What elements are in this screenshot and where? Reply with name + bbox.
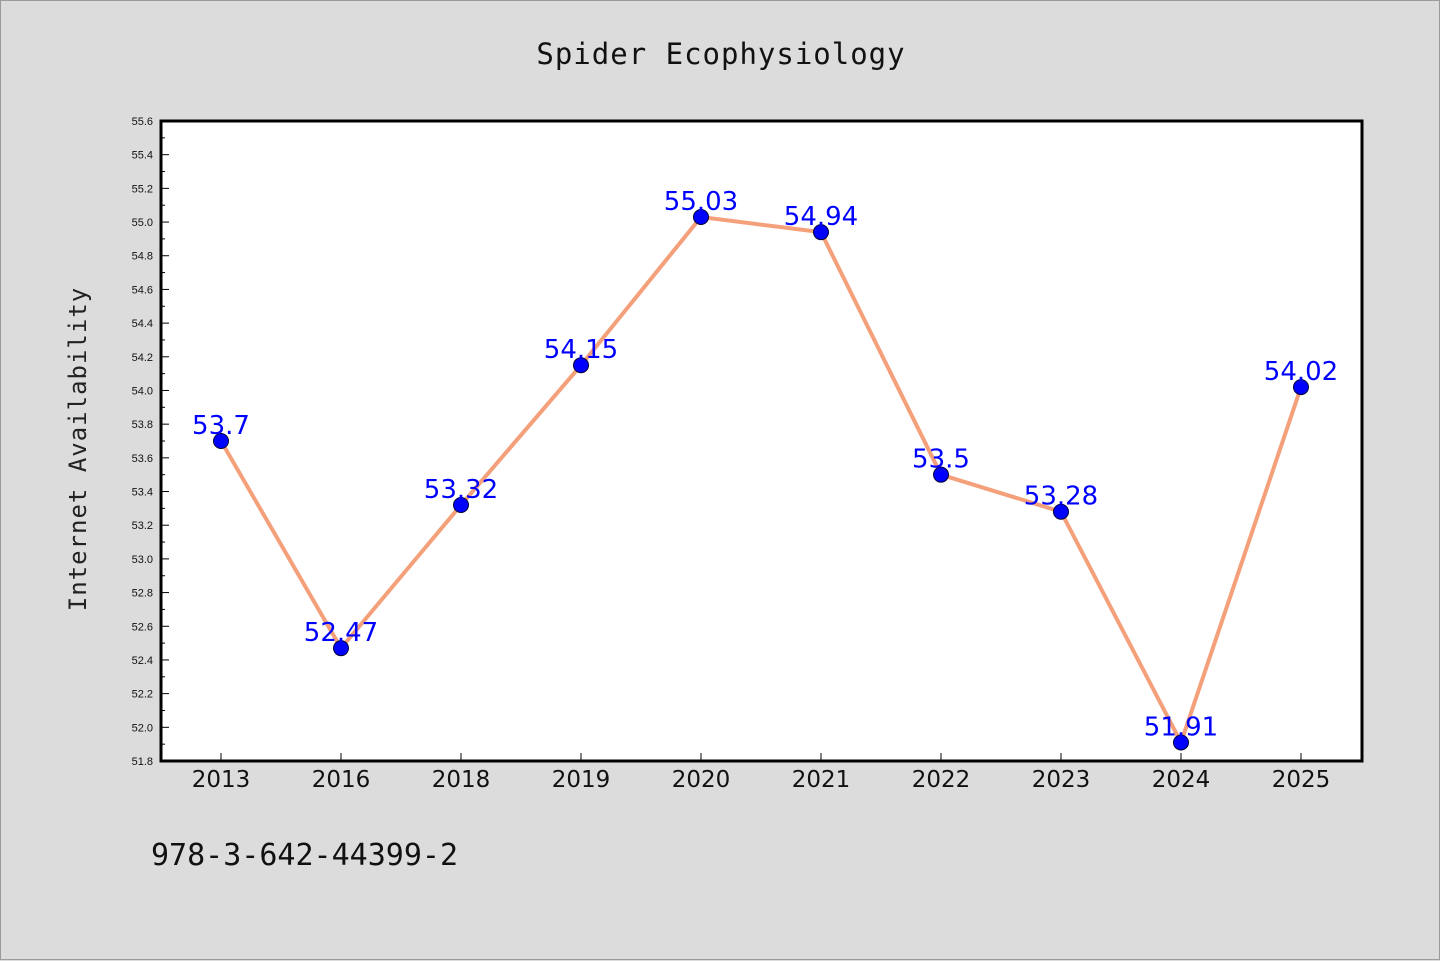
plot-area: [161, 121, 1362, 761]
y-tick-label: 55.4: [132, 150, 153, 162]
data-label: 55.03: [664, 187, 738, 217]
y-axis-label: Internet Availability: [64, 287, 92, 611]
x-tick-label: 2022: [912, 767, 971, 793]
data-label: 52.47: [304, 618, 378, 648]
x-axis-ticks: 2013 2016 2018 2019 2020 2021 2022 2023 2024 2025: [192, 753, 1331, 793]
data-point: [333, 640, 349, 657]
data-label: 54.02: [1264, 357, 1338, 387]
data-point: [1293, 379, 1309, 396]
data-label: 51.91: [1144, 712, 1218, 742]
x-tick-label: 2023: [1032, 767, 1091, 793]
y-tick-label: 53.6: [132, 453, 153, 465]
x-tick-label: 2016: [312, 767, 371, 793]
y-tick-label: 53.0: [132, 554, 153, 566]
data-point: [453, 497, 469, 513]
y-tick-label: 55.2: [132, 183, 153, 195]
data-labels: 53.7 52.47 53.32 54.15 55.03 54.94 53.5 53.28 51…: [192, 187, 1338, 742]
x-tick-label: 2021: [792, 767, 851, 793]
data-point: [693, 209, 709, 225]
data-point: [573, 357, 589, 374]
data-point: [1173, 734, 1189, 751]
plot-frame: [159, 119, 1364, 763]
data-label: 53.5: [912, 445, 970, 475]
data-point: [933, 466, 949, 483]
y-tick-label: 55.0: [132, 217, 153, 229]
footer-isbn: 978-3-642-44399-2: [151, 838, 458, 873]
data-point: [813, 224, 829, 241]
y-tick-label: 54.8: [132, 251, 153, 263]
x-tick-label: 2020: [672, 767, 731, 793]
data-point: [213, 433, 229, 449]
data-label: 53.28: [1024, 482, 1098, 512]
data-label: 54.15: [544, 335, 618, 365]
data-label: 53.32: [424, 475, 498, 505]
data-markers: [213, 209, 1309, 751]
y-tick-label: 53.4: [132, 487, 153, 499]
y-tick-label: 55.6: [132, 116, 153, 128]
data-label: 53.7: [192, 411, 250, 441]
y-tick-label: 52.4: [132, 655, 153, 667]
y-tick-label: 54.2: [132, 352, 153, 364]
y-tick-label: 52.6: [132, 621, 153, 633]
x-tick-label: 2024: [1152, 767, 1211, 793]
y-tick-label: 52.8: [132, 588, 153, 600]
y-tick-label: 53.8: [132, 419, 153, 431]
x-tick-label: 2025: [1272, 767, 1331, 793]
x-tick-label: 2018: [432, 767, 491, 793]
data-label: 54.94: [784, 202, 858, 232]
x-tick-label: 2019: [552, 767, 611, 793]
y-tick-label: 51.8: [132, 756, 153, 768]
y-axis-ticks: 51.8 52.0 52.2 52.4 52.6 52.8 53.0 53.2 53.4 53.6…: [132, 116, 169, 768]
y-tick-label: 54.0: [132, 385, 153, 397]
y-tick-label: 52.2: [132, 689, 153, 701]
y-tick-label: 52.0: [132, 722, 153, 734]
y-tick-label: 54.4: [132, 318, 153, 330]
chart-title: Spider Ecophysiology: [536, 37, 905, 71]
data-point: [1053, 503, 1069, 520]
x-tick-label: 2013: [192, 767, 251, 793]
y-tick-label: 53.2: [132, 520, 153, 532]
series-line: [219, 215, 1303, 745]
y-tick-label: 54.6: [132, 284, 153, 296]
